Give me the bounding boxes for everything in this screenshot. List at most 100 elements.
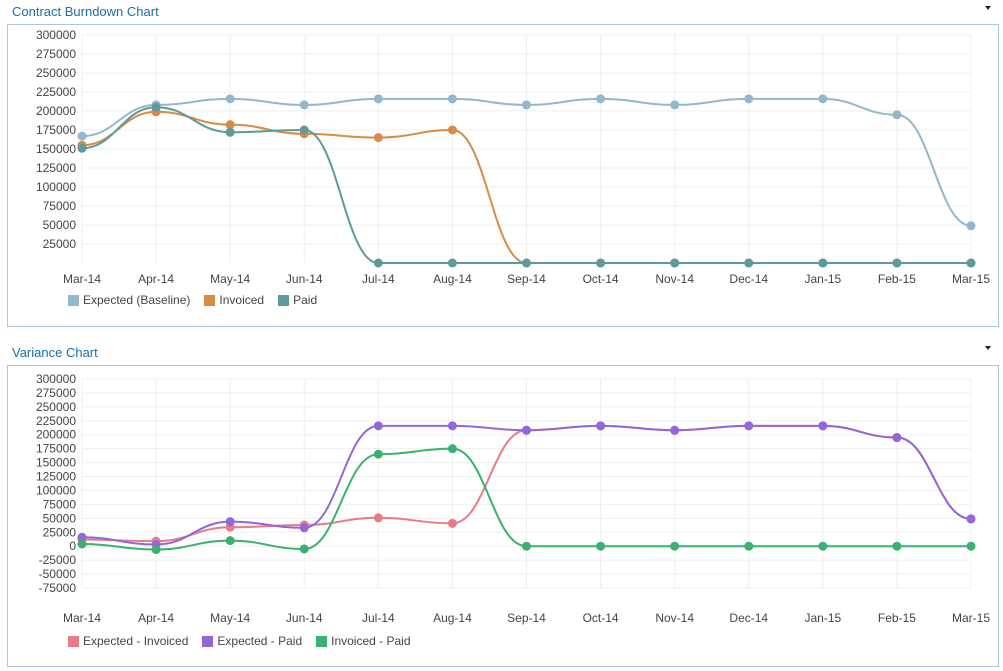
y-tick-label: 200000 <box>36 104 76 118</box>
data-point[interactable] <box>744 94 754 104</box>
legend-swatch <box>316 635 328 647</box>
data-point[interactable] <box>77 131 87 141</box>
y-tick-label: 225000 <box>36 414 76 428</box>
legend-item-invoiced-minus-paid[interactable]: Invoiced - Paid <box>316 634 411 648</box>
data-point[interactable] <box>522 100 531 110</box>
data-point[interactable] <box>151 545 161 555</box>
y-tick-label: 125000 <box>36 470 76 484</box>
x-tick-label: May-14 <box>210 611 250 625</box>
x-tick-label: Jul-14 <box>362 611 395 625</box>
data-point[interactable] <box>670 258 680 268</box>
data-point[interactable] <box>77 532 87 542</box>
y-tick-label: 75000 <box>43 497 77 511</box>
data-point[interactable] <box>447 125 457 135</box>
data-point[interactable] <box>299 523 309 533</box>
data-point[interactable] <box>892 541 902 551</box>
y-tick-label: 0 <box>69 539 76 553</box>
legend-swatch <box>204 294 216 306</box>
y-tick-label: 125000 <box>36 161 76 175</box>
data-point[interactable] <box>373 133 383 143</box>
y-tick-label: 250000 <box>36 66 76 80</box>
y-tick-label: 300000 <box>36 372 76 386</box>
data-point[interactable] <box>77 539 87 549</box>
data-point[interactable] <box>373 449 383 459</box>
data-point[interactable] <box>77 143 87 153</box>
data-point[interactable] <box>596 94 606 104</box>
data-point[interactable] <box>299 125 309 135</box>
data-point[interactable] <box>670 100 680 110</box>
data-point[interactable] <box>744 421 754 431</box>
x-tick-label: Apr-14 <box>138 611 174 625</box>
data-point[interactable] <box>373 94 383 104</box>
y-tick-label: 175000 <box>36 123 76 137</box>
data-point[interactable] <box>447 94 457 104</box>
data-point[interactable] <box>447 421 457 431</box>
y-tick-label: 50000 <box>43 511 77 525</box>
y-tick-label: 275000 <box>36 47 76 61</box>
data-point[interactable] <box>818 421 828 431</box>
x-tick-label: Sep-14 <box>507 611 546 625</box>
burndown-collapse-icon[interactable] <box>985 6 991 10</box>
data-point[interactable] <box>596 421 606 431</box>
data-point[interactable] <box>225 94 235 104</box>
x-tick-label: Jul-14 <box>362 272 395 286</box>
legend-item-invoiced[interactable]: Invoiced <box>204 293 264 307</box>
x-tick-label: Mar-14 <box>63 611 101 625</box>
data-point[interactable] <box>225 517 235 527</box>
legend-item-expected-baseline[interactable]: Expected (Baseline) <box>68 293 190 307</box>
x-tick-label: Mar-15 <box>952 611 990 625</box>
y-tick-label: -25000 <box>39 553 77 567</box>
data-point[interactable] <box>299 544 309 554</box>
data-point[interactable] <box>522 541 531 551</box>
data-point[interactable] <box>225 120 235 130</box>
x-tick-label: Feb-15 <box>878 272 916 286</box>
burndown-chart-panel: 25000 50000 75000 100000 125000 150000 175000 2… <box>7 24 999 327</box>
data-point[interactable] <box>373 513 383 523</box>
data-point[interactable] <box>373 421 383 431</box>
data-point[interactable] <box>299 100 309 110</box>
data-point[interactable] <box>225 536 235 546</box>
data-point[interactable] <box>447 518 457 528</box>
y-tick-label: 200000 <box>36 428 76 442</box>
variance-collapse-icon[interactable] <box>985 346 991 350</box>
x-tick-label: Apr-14 <box>138 272 174 286</box>
data-point[interactable] <box>373 258 383 268</box>
data-point[interactable] <box>966 258 976 268</box>
data-point[interactable] <box>744 258 754 268</box>
x-tick-label: Nov-14 <box>655 611 694 625</box>
data-point[interactable] <box>892 258 902 268</box>
data-point[interactable] <box>522 425 531 435</box>
legend-swatch <box>278 294 290 306</box>
data-point[interactable] <box>744 541 754 551</box>
data-point[interactable] <box>596 258 606 268</box>
burndown-chart-title: Contract Burndown Chart <box>12 4 159 19</box>
data-point[interactable] <box>596 541 606 551</box>
variance-chart-title: Variance Chart <box>12 345 98 360</box>
data-point[interactable] <box>670 425 680 435</box>
x-tick-label: Nov-14 <box>655 272 694 286</box>
legend-item-expected-minus-paid[interactable]: Expected - Paid <box>202 634 302 648</box>
y-tick-label: 250000 <box>36 400 76 414</box>
data-point[interactable] <box>670 541 680 551</box>
data-point[interactable] <box>225 127 235 137</box>
data-point[interactable] <box>966 221 976 231</box>
variance-legend: Expected - Invoiced Expected - Paid Invo… <box>68 634 411 648</box>
data-point[interactable] <box>151 102 161 112</box>
data-point[interactable] <box>818 541 828 551</box>
data-point[interactable] <box>966 541 976 551</box>
data-point[interactable] <box>818 94 828 104</box>
x-tick-label: Jun-14 <box>286 611 323 625</box>
x-tick-label: Aug-14 <box>433 272 472 286</box>
series-line-2 <box>81 106 971 264</box>
data-point[interactable] <box>447 258 457 268</box>
data-point[interactable] <box>892 433 902 443</box>
legend-item-expected-minus-invoiced[interactable]: Expected - Invoiced <box>68 634 188 648</box>
legend-label: Expected - Invoiced <box>83 634 189 648</box>
data-point[interactable] <box>447 444 457 454</box>
data-point[interactable] <box>966 514 976 524</box>
data-point[interactable] <box>522 258 531 268</box>
legend-item-paid[interactable]: Paid <box>278 293 317 307</box>
data-point[interactable] <box>892 110 902 120</box>
data-point[interactable] <box>818 258 828 268</box>
variance-chart-panel: -75000 -50000 -25000 0 25000 50000 75000 100000… <box>7 365 999 667</box>
